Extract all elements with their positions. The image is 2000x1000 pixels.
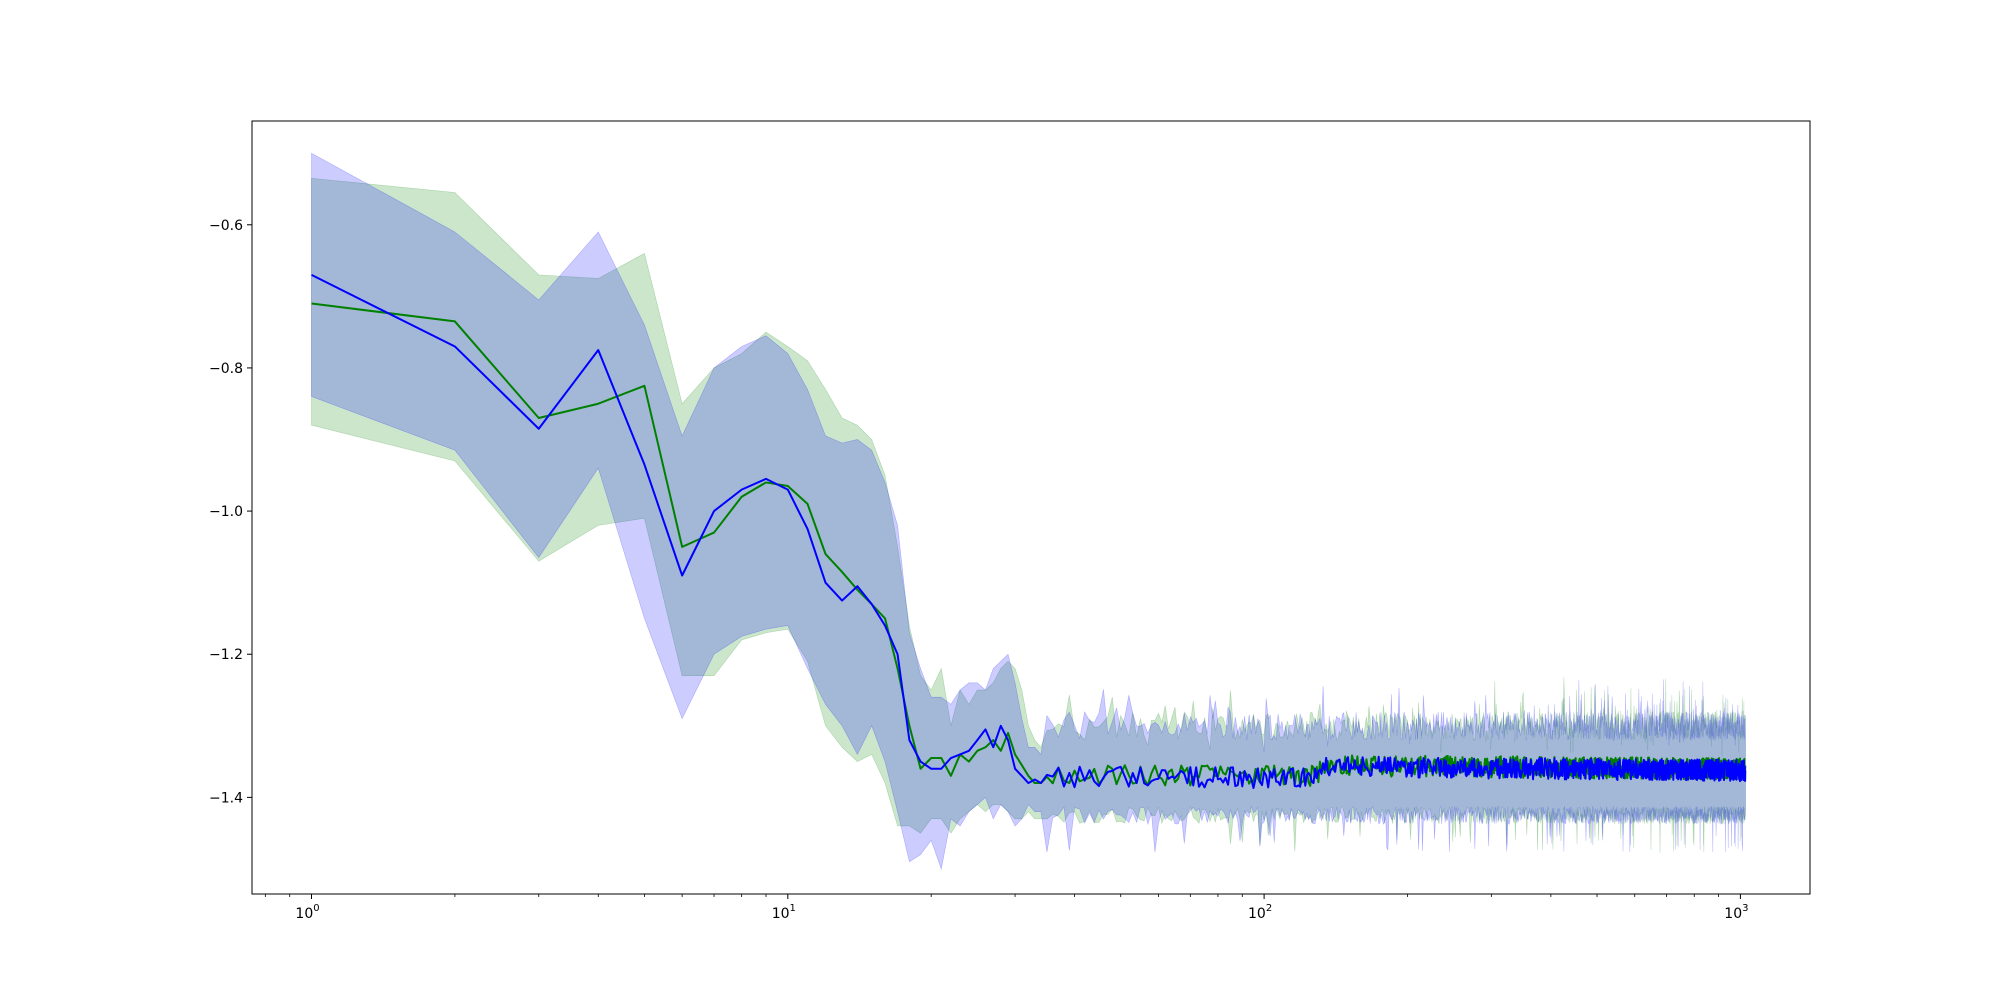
y-tick-label: −1.0: [209, 504, 243, 520]
y-tick-label: −1.4: [209, 790, 243, 806]
series-2-line: [311, 273, 1747, 789]
y-tick-label: −1.2: [209, 647, 243, 663]
axes-frame: [251, 120, 1811, 895]
series-2-band: [311, 152, 1746, 871]
series-1-band: [311, 177, 1746, 853]
plot-area: [311, 152, 1747, 871]
x-tick-label: 100: [295, 903, 319, 922]
y-tick-label: −0.6: [209, 218, 243, 234]
x-tick-label: 103: [1724, 903, 1748, 922]
x-tick-label: 101: [772, 903, 796, 922]
x-tick-label: 102: [1248, 903, 1272, 922]
plot-content: [311, 152, 1747, 871]
axes: −0.6 −0.8 −1.0 −1.2 −1.4 100 101 102 103: [209, 120, 1811, 922]
y-tick-label: −0.8: [209, 361, 243, 377]
